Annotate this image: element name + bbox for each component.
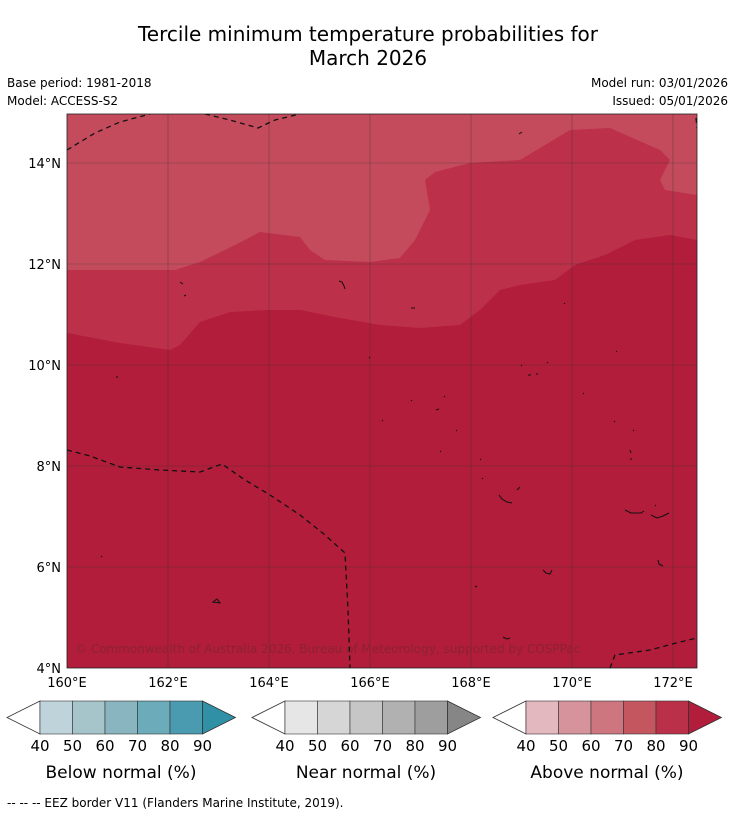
lat-tick-14: 14°N bbox=[28, 157, 61, 172]
colorbar-near-under-arrow bbox=[251, 700, 286, 735]
colorbar-above-tick: 80 bbox=[646, 737, 665, 755]
colorbar-below-segment bbox=[72, 700, 106, 735]
colorbar-near-tick: 50 bbox=[308, 737, 327, 755]
colorbar-above-segment bbox=[558, 700, 592, 735]
colorbar-above-over-arrow bbox=[688, 700, 723, 735]
lon-tick-164: 164°E bbox=[249, 676, 289, 691]
colorbar-above-tick: 50 bbox=[549, 737, 568, 755]
title-line-1: Tercile minimum temperature probabilitie… bbox=[137, 22, 599, 46]
colorbar-above-segment bbox=[525, 700, 559, 735]
colorbar-below-tick: 60 bbox=[95, 737, 114, 755]
colorbar-below-tick: 40 bbox=[30, 737, 49, 755]
meta-right: Model run: 03/01/2026 Issued: 05/01/2026 bbox=[591, 74, 728, 110]
colorbar-above: 40 50 60 70 80 90 Above normal (%) bbox=[492, 700, 723, 783]
colorbar-below-segment bbox=[137, 700, 171, 735]
eez-legend-note: -- -- -- EEZ border V11 (Flanders Marine… bbox=[7, 796, 344, 810]
colorbar-near-tick: 40 bbox=[275, 737, 294, 755]
lat-ticks: 14°N 12°N 10°N 8°N 6°N 4°N bbox=[28, 157, 61, 677]
map-plot-area: © Commonwealth of Australia 2026, Bureau… bbox=[67, 114, 697, 668]
lon-tick-160: 160°E bbox=[47, 676, 87, 691]
colorbar-above-segment bbox=[623, 700, 657, 735]
colorbar-near-tick: 60 bbox=[340, 737, 359, 755]
lat-tick-8: 8°N bbox=[37, 460, 62, 475]
colorbar-near-segment bbox=[382, 700, 416, 735]
colorbar-below-tick: 80 bbox=[160, 737, 179, 755]
colorbars: 40 50 60 70 80 90 Below normal (%) 40 50 60 70 80… bbox=[6, 700, 723, 783]
colorbar-above-under-arrow bbox=[492, 700, 527, 735]
colorbar-below-segment bbox=[39, 700, 73, 735]
colorbar-near-segment bbox=[349, 700, 383, 735]
copyright-notice: © Commonwealth of Australia 2026, Bureau… bbox=[75, 642, 580, 656]
meta-left: Base period: 1981-2018 Model: ACCESS-S2 bbox=[7, 74, 152, 110]
islands bbox=[100, 131, 670, 640]
lon-tick-166: 166°E bbox=[350, 676, 390, 691]
colorbar-above-segment bbox=[655, 700, 689, 735]
model-name: Model: ACCESS-S2 bbox=[7, 94, 119, 108]
colorbar-near: 40 50 60 70 80 90 Near normal (%) bbox=[251, 700, 482, 783]
colorbar-below-over-arrow bbox=[202, 700, 237, 735]
prob-band-90 bbox=[67, 235, 697, 668]
colorbar-below-segment bbox=[169, 700, 203, 735]
colorbar-below-tick: 50 bbox=[63, 737, 82, 755]
colorbar-below-tick: 90 bbox=[193, 737, 212, 755]
colorbar-near-tick: 90 bbox=[438, 737, 457, 755]
colorbar-above-segments: 40 50 60 70 80 90 bbox=[492, 700, 723, 755]
colorbar-above-segment bbox=[590, 700, 624, 735]
base-period: Base period: 1981-2018 bbox=[7, 76, 152, 90]
lat-tick-10: 10°N bbox=[28, 359, 61, 374]
colorbar-above-tick: 90 bbox=[679, 737, 698, 755]
colorbar-near-segment bbox=[284, 700, 318, 735]
lon-tick-168: 168°E bbox=[451, 676, 491, 691]
lat-tick-12: 12°N bbox=[28, 258, 61, 273]
colorbar-above-tick: 60 bbox=[581, 737, 600, 755]
issued-date: Issued: 05/01/2026 bbox=[612, 94, 728, 108]
colorbar-above-title: Above normal (%) bbox=[530, 763, 683, 783]
colorbar-below-title: Below normal (%) bbox=[46, 763, 197, 783]
colorbar-below-segments: 40 50 60 70 80 90 bbox=[6, 700, 237, 755]
gridlines bbox=[67, 114, 697, 668]
colorbar-near-segments: 40 50 60 70 80 90 bbox=[251, 700, 482, 755]
lon-ticks: 160°E 162°E 164°E 166°E 168°E 170°E 172°… bbox=[47, 676, 693, 691]
colorbar-below-segment bbox=[104, 700, 138, 735]
lon-tick-170: 170°E bbox=[552, 676, 592, 691]
colorbar-near-tick: 70 bbox=[373, 737, 392, 755]
map-title: Tercile minimum temperature probabilitie… bbox=[0, 22, 736, 70]
colorbar-near-over-arrow bbox=[447, 700, 482, 735]
lat-tick-6: 6°N bbox=[37, 561, 62, 576]
lon-tick-162: 162°E bbox=[148, 676, 188, 691]
eez-borders bbox=[67, 114, 697, 668]
colorbar-near-tick: 80 bbox=[405, 737, 424, 755]
colorbar-below-tick: 70 bbox=[128, 737, 147, 755]
colorbar-below: 40 50 60 70 80 90 Below normal (%) bbox=[6, 700, 237, 783]
title-line-2: March 2026 bbox=[308, 46, 428, 70]
colorbar-near-title: Near normal (%) bbox=[296, 763, 436, 783]
lat-tick-4: 4°N bbox=[37, 662, 62, 677]
colorbar-above-tick: 40 bbox=[516, 737, 535, 755]
colorbar-near-segment bbox=[317, 700, 351, 735]
map-frame bbox=[66, 113, 698, 669]
lon-tick-172: 172°E bbox=[653, 676, 693, 691]
colorbar-above-tick: 70 bbox=[614, 737, 633, 755]
colorbar-near-segment bbox=[414, 700, 448, 735]
model-run: Model run: 03/01/2026 bbox=[590, 76, 728, 90]
colorbar-below-under-arrow bbox=[6, 700, 41, 735]
